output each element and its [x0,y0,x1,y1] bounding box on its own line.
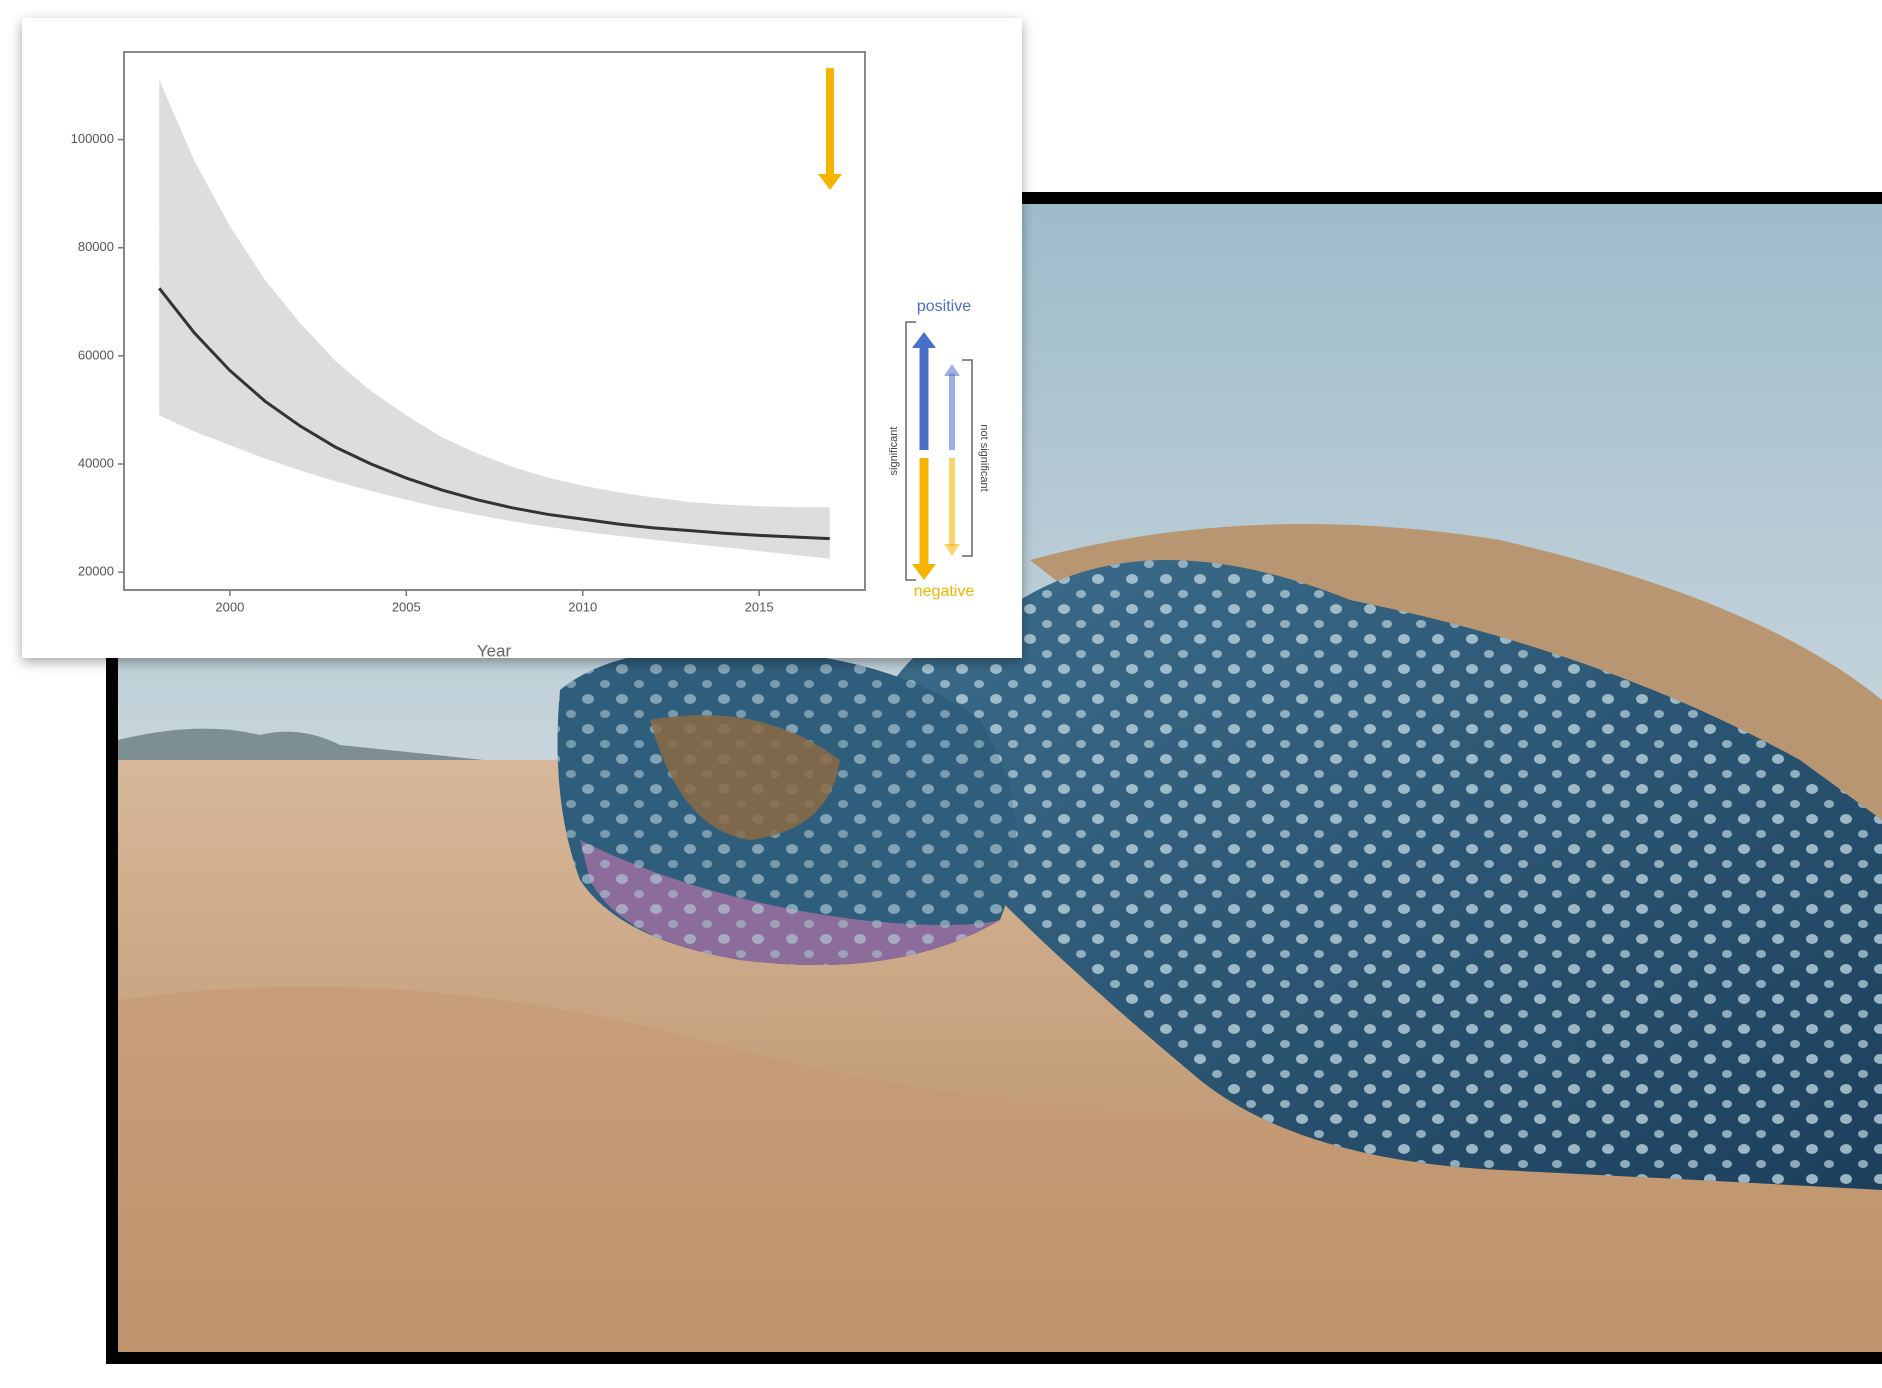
y-tick-label: 40000 [78,455,114,470]
y-tick-label: 100000 [71,131,114,146]
legend-arrowhead [912,564,936,580]
legend-not-significant: not significant [978,424,990,491]
sand-on-head [650,715,840,840]
sand-ridges [118,986,1882,1352]
trend-line [158,287,830,541]
y-tick-label: 80000 [78,239,114,254]
legend-significant: significant [888,427,900,476]
x-tick-label: 2000 [215,599,244,614]
y-tick-label: 60000 [78,347,114,362]
headland [118,728,560,770]
legend-arrowhead [912,332,936,348]
x-tick-label: 2010 [568,599,597,614]
x-tick-label: 2005 [392,599,421,614]
x-tick-label: 2015 [745,599,774,614]
chart-card: Year 20000 40000 60000 80000 100000 2000 2005 2… [22,18,1022,660]
turtle-spots [880,560,1882,1190]
confidence-band [159,80,830,559]
chart: Year 20000 40000 60000 80000 100000 2000 2005 2… [71,51,990,660]
legend-arrowhead [944,544,960,556]
x-axis-title: Year [477,641,512,660]
legend-bracket [905,321,916,581]
legend-negative: negative [914,583,975,600]
trend-arrow-head [818,174,842,190]
legend-bracket [962,359,973,557]
legend-arrowhead [944,364,960,376]
y-tick-label: 20000 [78,564,114,579]
legend-positive: positive [917,298,971,315]
